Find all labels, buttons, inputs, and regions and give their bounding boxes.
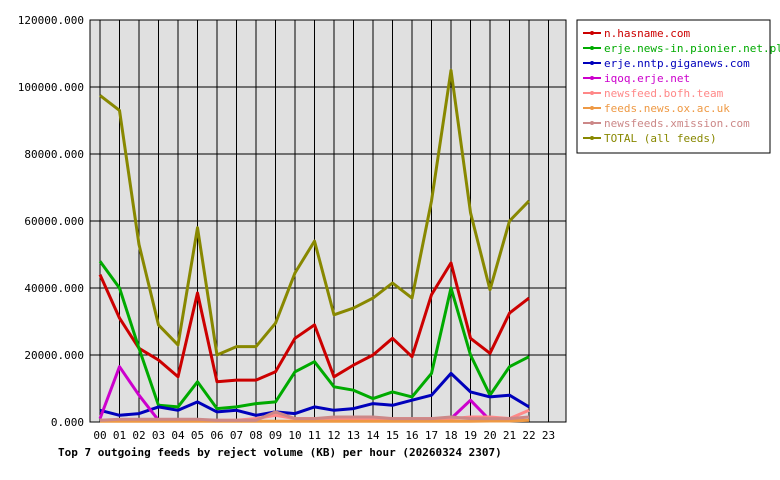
legend-marker bbox=[590, 61, 594, 65]
x-tick-label: 23 bbox=[542, 429, 555, 442]
series-line-4 bbox=[449, 398, 492, 422]
legend-label: n.hasname.com bbox=[604, 27, 690, 40]
x-tick-label: 21 bbox=[503, 429, 516, 442]
series-line-6 bbox=[100, 418, 530, 423]
x-tick-label: 02 bbox=[132, 429, 145, 442]
y-tick-label: 60000.000 bbox=[24, 215, 84, 228]
series-line-3 bbox=[99, 371, 530, 417]
x-tick-label: 11 bbox=[308, 429, 321, 442]
legend-label: erje.news-in.pionier.net.pl bbox=[604, 42, 780, 55]
legend-label: newsfeeds.xmission.com bbox=[604, 117, 750, 130]
legend-label: iqoq.erje.net bbox=[604, 72, 690, 85]
legend-marker bbox=[590, 91, 594, 95]
x-tick-label: 03 bbox=[152, 429, 165, 442]
x-tick-label: 13 bbox=[347, 429, 360, 442]
x-tick-label: 20 bbox=[483, 429, 496, 442]
x-tick-label: 04 bbox=[171, 429, 185, 442]
x-tick-label: 01 bbox=[113, 429, 126, 442]
legend: n.hasname.com erje.news-in.pionier.net.pl… bbox=[576, 19, 780, 154]
legend-label: feeds.news.ox.ac.uk bbox=[604, 102, 730, 115]
series-line-4 bbox=[98, 365, 160, 422]
y-tick-label: 100000.000 bbox=[18, 81, 84, 94]
x-tick-label: 09 bbox=[269, 429, 282, 442]
y-axis: 0.000 20000.000 40000.000 60000.000 80000.00… bbox=[18, 14, 84, 429]
x-tick-label: 05 bbox=[191, 429, 204, 442]
x-tick-label: 07 bbox=[230, 429, 243, 442]
x-tick-label: 17 bbox=[425, 429, 438, 442]
legend-marker bbox=[590, 106, 594, 110]
x-tick-label: 14 bbox=[366, 429, 380, 442]
legend-marker bbox=[590, 31, 594, 35]
y-tick-label: 120000.000 bbox=[18, 14, 84, 27]
y-tick-label: 20000.000 bbox=[24, 349, 84, 362]
legend-label: erje.nntp.giganews.com bbox=[604, 57, 750, 70]
legend-marker bbox=[590, 76, 594, 80]
x-tick-label: 12 bbox=[327, 429, 340, 442]
y-tick-label: 80000.000 bbox=[24, 148, 84, 161]
legend-marker bbox=[590, 46, 594, 50]
x-axis: 00 01 02 03 04 05 06 07 08 09 10 11 12 13 14 15 16 17 18 19… bbox=[93, 429, 555, 442]
legend-box bbox=[576, 19, 771, 154]
legend-label: TOTAL (all feeds) bbox=[604, 132, 717, 145]
chart-title: Top 7 outgoing feeds by reject volume (K… bbox=[58, 446, 502, 459]
series-line-8 bbox=[99, 68, 531, 357]
x-tick-label: 10 bbox=[288, 429, 301, 442]
x-tick-label: 16 bbox=[405, 429, 418, 442]
y-tick-label: 40000.000 bbox=[24, 282, 84, 295]
x-tick-label: 18 bbox=[444, 429, 457, 442]
x-tick-label: 08 bbox=[249, 429, 262, 442]
legend-label: newsfeed.bofh.team bbox=[604, 87, 724, 100]
x-tick-label: 15 bbox=[386, 429, 399, 442]
y-tick-label: 0.000 bbox=[51, 416, 84, 429]
series-line-7 bbox=[99, 410, 530, 422]
legend-marker bbox=[590, 121, 594, 125]
series-line-2 bbox=[98, 260, 530, 411]
series-line-1 bbox=[98, 261, 530, 384]
x-tick-label: 19 bbox=[464, 429, 477, 442]
x-tick-label: 06 bbox=[210, 429, 223, 442]
x-tick-label: 22 bbox=[522, 429, 535, 442]
legend-marker bbox=[590, 136, 594, 140]
x-tick-label: 00 bbox=[93, 429, 106, 442]
series-lines bbox=[98, 68, 531, 423]
